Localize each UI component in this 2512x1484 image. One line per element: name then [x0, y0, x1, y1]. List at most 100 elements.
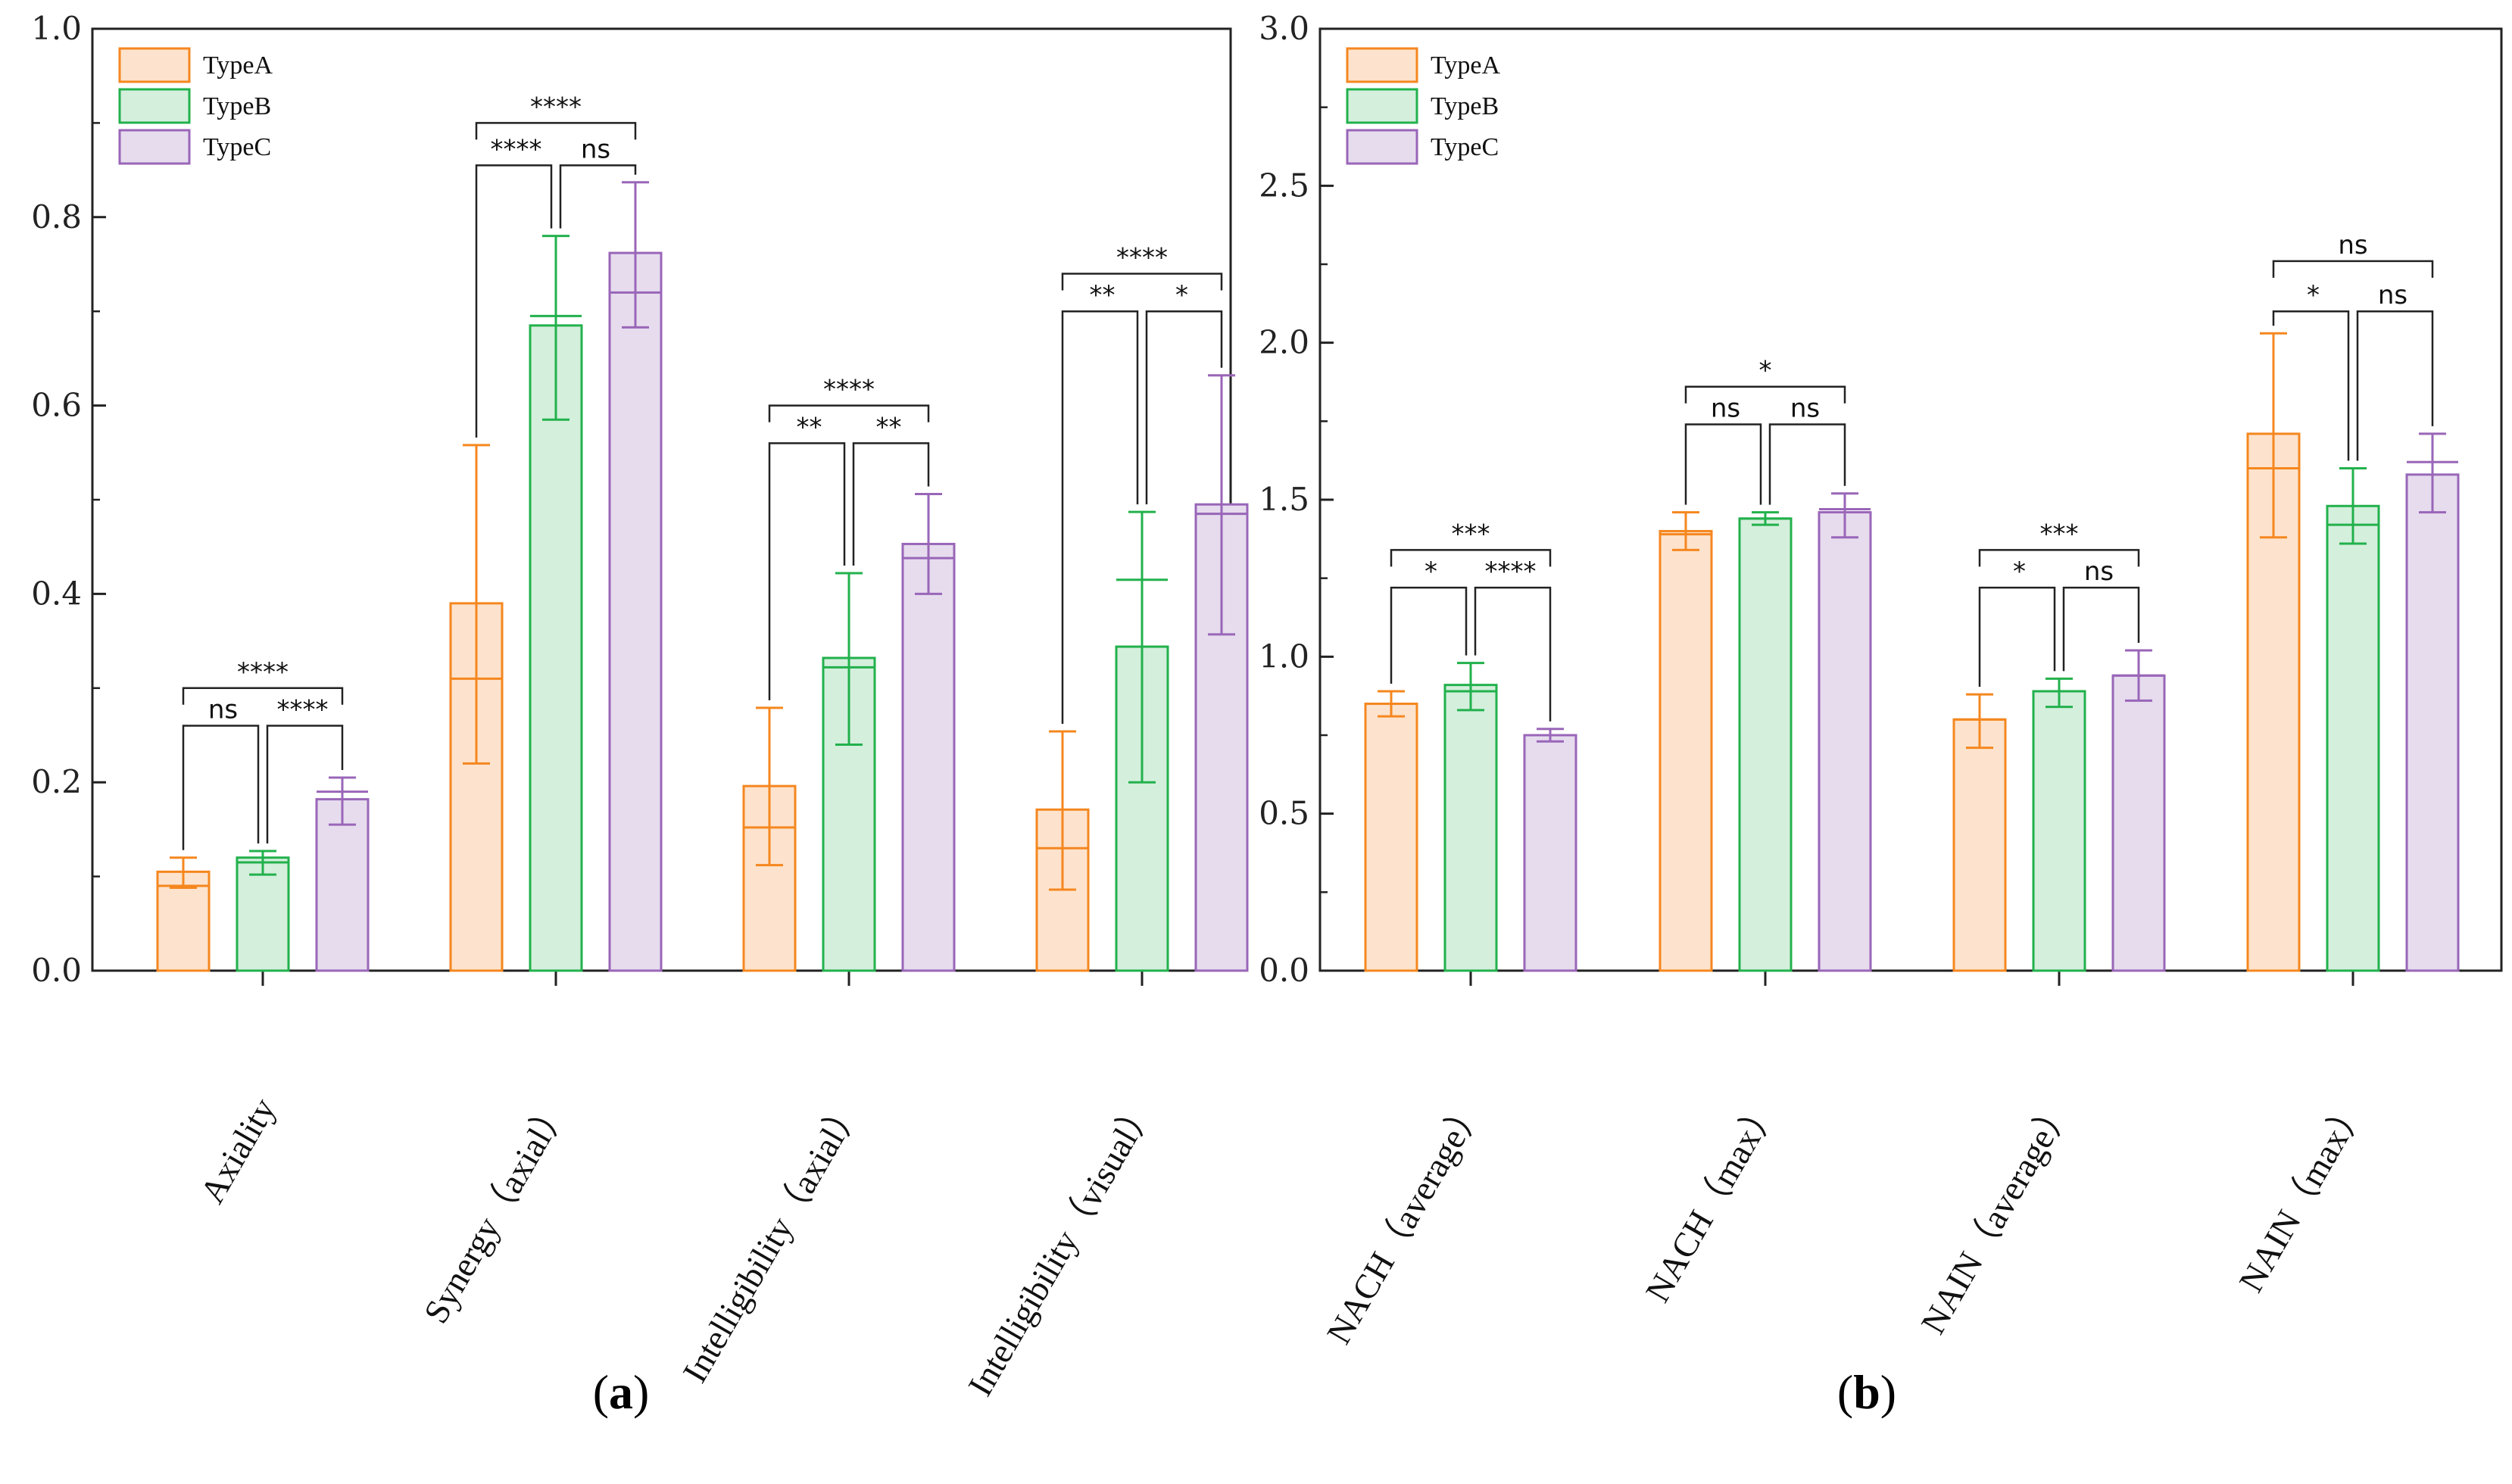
- x-category-label: Axiality: [192, 1092, 283, 1210]
- y-tick-label: 0.8: [31, 198, 82, 235]
- sig-bracket-ab: [182, 725, 260, 850]
- sig-label-ac: ****: [237, 657, 289, 687]
- legend-label-typec: TypeC: [1431, 133, 1499, 161]
- y-tick-label: 0.5: [1259, 795, 1309, 832]
- legend-label-typea: TypeA: [1431, 51, 1500, 80]
- y-tick-label: 1.0: [1259, 638, 1309, 675]
- sig-label-ac: ****: [1116, 242, 1168, 273]
- legend-label-typeb: TypeB: [203, 92, 271, 120]
- sig-bracket-bc: [1145, 310, 1223, 505]
- y-tick-label: 2.5: [1259, 167, 1309, 204]
- bar-typec: [1523, 734, 1577, 972]
- sig-label-ab: ns: [208, 695, 238, 725]
- sig-label-ab: ns: [1711, 393, 1740, 423]
- sig-label-ac: ***: [2040, 519, 2079, 549]
- sig-label-ab: *: [2307, 280, 2320, 310]
- x-category-label: NAIN（max）: [2231, 1092, 2373, 1298]
- y-tick-label: 3.0: [1259, 10, 1309, 47]
- bar-typec: [2405, 473, 2460, 972]
- bar-typea: [742, 784, 797, 972]
- panel-a-chart: 0.0 0.2 0.4 0.6 0.8 1.0 Axiality Synergy（axial）…: [31, 10, 1249, 1403]
- bar-typeb: [529, 324, 583, 972]
- sig-bracket-bc: [2356, 310, 2434, 461]
- sig-bracket-ab: [1684, 423, 1762, 505]
- x-category-label: NACH（average）: [1319, 1092, 1491, 1351]
- sig-label-ab: *: [2013, 556, 2026, 587]
- sig-bracket-bc: [559, 164, 637, 229]
- sig-bracket-bc: [2062, 586, 2140, 672]
- sig-bracket-ac: [182, 687, 344, 705]
- bar-typec: [608, 251, 663, 972]
- sig-bracket-ac: [768, 404, 930, 422]
- sig-label-ab: **: [1090, 280, 1116, 310]
- legend-swatch-typec: [118, 129, 191, 165]
- sig-bracket-ac: [1684, 385, 1846, 404]
- sig-bracket-bc: [852, 442, 930, 566]
- sig-bracket-ac: [1390, 549, 1552, 567]
- y-tick-label: 1.0: [31, 10, 82, 47]
- legend-label-typea: TypeA: [203, 51, 273, 80]
- y-tick-label: 0.0: [31, 952, 82, 989]
- bar-typea: [1659, 529, 1713, 972]
- bar-typec: [1818, 511, 1872, 972]
- sig-bracket-ab: [1061, 310, 1139, 725]
- x-category-label: NACH（max）: [1638, 1092, 1786, 1309]
- sig-label-bc: ns: [2084, 556, 2114, 587]
- sig-label-ab: *: [1425, 556, 1437, 587]
- legend-swatch-typeb: [1346, 88, 1418, 124]
- x-category-label: NAIN（average）: [1914, 1092, 2080, 1341]
- legend-label-typeb: TypeB: [1431, 92, 1499, 120]
- x-category-label: Intelligibility（axial）: [675, 1092, 869, 1389]
- sig-label-bc: *: [1175, 280, 1188, 310]
- legend-label-typec: TypeC: [203, 133, 271, 161]
- bar-typec: [315, 798, 370, 972]
- bar-typeb: [1443, 684, 1498, 972]
- bar-typeb: [1738, 517, 1793, 972]
- sig-label-ac: ns: [2338, 230, 2367, 260]
- sig-label-bc: ****: [1485, 556, 1537, 587]
- panel-a-caption: (a): [593, 1365, 650, 1419]
- legend-swatch-typea: [118, 47, 191, 83]
- sig-label-ab: **: [797, 412, 822, 442]
- sig-bracket-ab: [768, 442, 846, 700]
- x-category-label: Synergy（axial）: [417, 1092, 576, 1330]
- y-tick-label: 0.4: [31, 575, 82, 612]
- sig-bracket-bc: [1768, 423, 1846, 505]
- bar-typea: [1952, 718, 2007, 972]
- y-tick-label: 2.0: [1259, 324, 1309, 361]
- sig-bracket-ab: [475, 164, 553, 438]
- sig-bracket-bc: [1474, 586, 1552, 722]
- y-tick-label: 0.6: [31, 387, 82, 424]
- y-tick-label: 0.2: [31, 763, 82, 800]
- bar-typeb: [236, 856, 290, 972]
- bar-typeb: [2326, 504, 2380, 972]
- bar-typec: [2111, 674, 2166, 972]
- legend-swatch-typec: [1346, 129, 1418, 165]
- sig-label-bc: ****: [277, 695, 329, 725]
- sig-label-ac: ***: [1452, 519, 1490, 549]
- panel-b-chart: 0.0 0.5 1.0 1.5 2.0 2.5 3.0 NACH（average） NACH（m…: [1259, 10, 2503, 1351]
- y-tick-label: 0.0: [1259, 952, 1309, 989]
- sig-label-ac: *: [1759, 356, 1772, 386]
- bar-typea: [1364, 703, 1418, 972]
- sig-label-bc: ns: [2378, 280, 2407, 310]
- sig-bracket-ac: [1978, 549, 2140, 567]
- sig-bracket-ab: [1390, 586, 1468, 684]
- sig-bracket-ac: [475, 122, 637, 140]
- panel-b-caption: (b): [1837, 1365, 1896, 1419]
- sig-bracket-bc: [266, 725, 344, 844]
- sig-bracket-ac: [1061, 273, 1223, 291]
- sig-label-bc: ns: [1790, 393, 1820, 423]
- sig-bracket-ab: [1978, 586, 2056, 687]
- y-tick-label: 1.5: [1259, 481, 1309, 518]
- sig-bracket-ab: [2272, 310, 2350, 461]
- sig-label-ab: ****: [491, 134, 542, 164]
- sig-bracket-ac: [2272, 260, 2434, 278]
- sig-label-ac: ****: [530, 92, 582, 122]
- bar-typeb: [2032, 690, 2086, 972]
- sig-label-bc: ns: [581, 134, 610, 164]
- x-category-label: Intelligibility（visual）: [960, 1092, 1162, 1403]
- sig-label-bc: **: [876, 412, 902, 442]
- legend-swatch-typeb: [118, 88, 191, 124]
